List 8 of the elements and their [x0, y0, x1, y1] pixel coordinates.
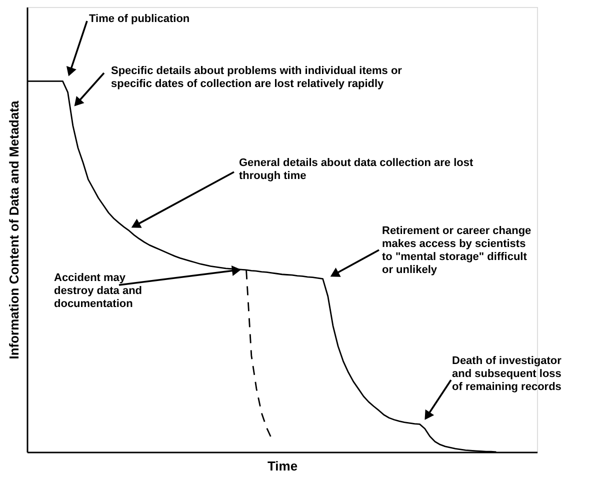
annotation: General details about data collection are lost through time	[239, 157, 474, 182]
y-axis-title: Information Content of Data and Metadata	[6, 100, 22, 360]
annotation: Accident may destroy data and documentation	[54, 272, 142, 310]
text: Time of publication	[89, 13, 190, 25]
annotation: Death of investigator and subsequent loss of remaining records	[452, 355, 562, 393]
annotation: Specific details about problems with individual items or specific dates of collection are lost relatively rapidly	[111, 65, 403, 90]
annotation: Retirement or career change makes access by scientists to "mental storage" difficult or unlikely	[382, 225, 532, 276]
x-axis-title: Time	[267, 458, 298, 474]
